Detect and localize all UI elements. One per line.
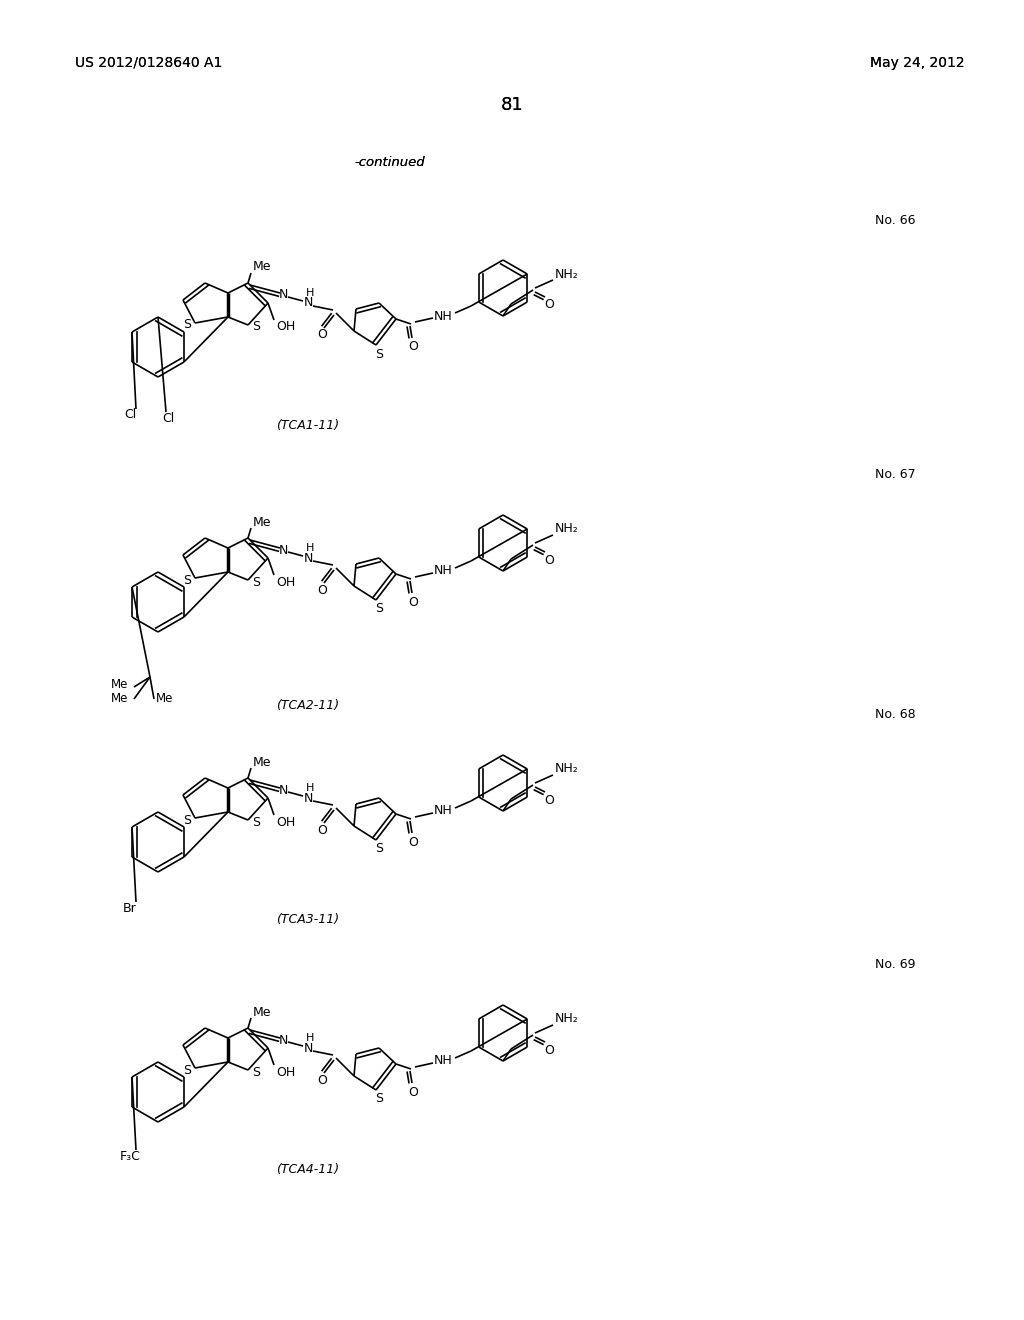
Text: May 24, 2012: May 24, 2012 xyxy=(870,55,965,70)
Text: Me: Me xyxy=(253,516,271,528)
Text: Cl: Cl xyxy=(124,408,136,421)
Text: O: O xyxy=(544,793,554,807)
Text: Me: Me xyxy=(253,755,271,768)
Text: May 24, 2012: May 24, 2012 xyxy=(870,55,965,70)
Text: Me: Me xyxy=(156,693,173,705)
Text: N: N xyxy=(279,1034,288,1047)
Text: NH: NH xyxy=(433,309,453,322)
Text: (TCA3-11): (TCA3-11) xyxy=(276,913,340,927)
Text: NH₂: NH₂ xyxy=(555,763,579,776)
Text: O: O xyxy=(317,1073,327,1086)
Text: Me: Me xyxy=(253,1006,271,1019)
Text: F₃C: F₃C xyxy=(120,1151,140,1163)
Text: -continued: -continued xyxy=(354,156,425,169)
Text: NH₂: NH₂ xyxy=(555,268,579,281)
Text: S: S xyxy=(375,842,383,855)
Text: H: H xyxy=(306,783,314,793)
Text: US 2012/0128640 A1: US 2012/0128640 A1 xyxy=(75,55,222,70)
Text: O: O xyxy=(317,824,327,837)
Text: S: S xyxy=(375,1093,383,1106)
Text: NH: NH xyxy=(433,804,453,817)
Text: N: N xyxy=(303,792,312,804)
Text: No. 69: No. 69 xyxy=(874,958,915,972)
Text: N: N xyxy=(279,289,288,301)
Text: O: O xyxy=(317,583,327,597)
Text: Me: Me xyxy=(111,693,128,705)
Text: S: S xyxy=(252,321,260,334)
Text: US 2012/0128640 A1: US 2012/0128640 A1 xyxy=(75,55,222,70)
Text: NH₂: NH₂ xyxy=(555,523,579,536)
Text: S: S xyxy=(183,1064,191,1077)
Text: No. 68: No. 68 xyxy=(874,709,915,722)
Text: No. 67: No. 67 xyxy=(874,469,915,482)
Text: S: S xyxy=(252,816,260,829)
Text: Cl: Cl xyxy=(162,412,174,425)
Text: S: S xyxy=(252,576,260,589)
Text: H: H xyxy=(306,288,314,298)
Text: (TCA1-11): (TCA1-11) xyxy=(276,418,340,432)
Text: OH: OH xyxy=(276,576,295,589)
Text: No. 66: No. 66 xyxy=(874,214,915,227)
Text: O: O xyxy=(408,341,418,354)
Text: H: H xyxy=(306,543,314,553)
Text: O: O xyxy=(408,836,418,849)
Text: S: S xyxy=(375,347,383,360)
Text: S: S xyxy=(183,813,191,826)
Text: O: O xyxy=(544,298,554,312)
Text: N: N xyxy=(303,1041,312,1055)
Text: S: S xyxy=(183,573,191,586)
Text: 81: 81 xyxy=(501,96,523,114)
Text: NH₂: NH₂ xyxy=(555,1012,579,1026)
Text: (TCA4-11): (TCA4-11) xyxy=(276,1163,340,1176)
Text: OH: OH xyxy=(276,816,295,829)
Text: H: H xyxy=(306,1034,314,1043)
Text: N: N xyxy=(279,544,288,557)
Text: NH: NH xyxy=(433,565,453,578)
Text: NH: NH xyxy=(433,1055,453,1068)
Text: OH: OH xyxy=(276,1065,295,1078)
Text: O: O xyxy=(544,1044,554,1056)
Text: S: S xyxy=(375,602,383,615)
Text: S: S xyxy=(252,1065,260,1078)
Text: Me: Me xyxy=(111,678,128,692)
Text: O: O xyxy=(544,553,554,566)
Text: OH: OH xyxy=(276,321,295,334)
Text: -continued: -continued xyxy=(354,156,425,169)
Text: O: O xyxy=(408,1085,418,1098)
Text: Br: Br xyxy=(123,902,137,915)
Text: O: O xyxy=(317,329,327,342)
Text: N: N xyxy=(303,552,312,565)
Text: (TCA2-11): (TCA2-11) xyxy=(276,698,340,711)
Text: N: N xyxy=(303,297,312,309)
Text: Me: Me xyxy=(253,260,271,273)
Text: O: O xyxy=(408,595,418,609)
Text: N: N xyxy=(279,784,288,796)
Text: 81: 81 xyxy=(501,96,523,114)
Text: S: S xyxy=(183,318,191,331)
